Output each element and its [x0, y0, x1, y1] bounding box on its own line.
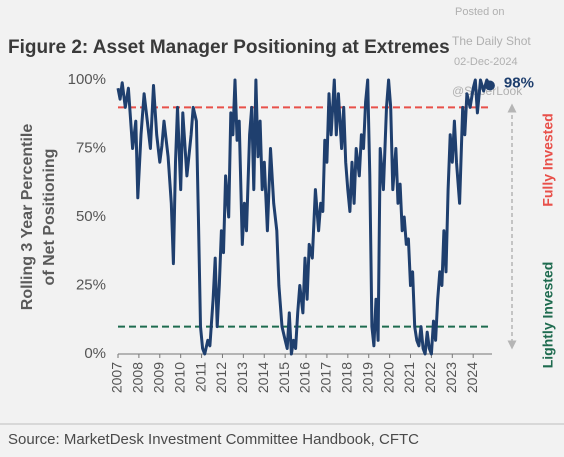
x-tick-label: 2024: [464, 362, 480, 393]
end-marker: [484, 80, 495, 91]
watermark: @SoberLook: [452, 84, 523, 98]
y-tick-label: 50%: [76, 208, 106, 225]
x-tick-label: 2018: [339, 362, 355, 393]
x-tick-label: 2010: [171, 362, 187, 393]
chart-title: Figure 2: Asset Manager Positioning at E…: [8, 37, 450, 58]
x-tick-label: 2019: [359, 362, 375, 393]
x-tick-label: 2011: [192, 362, 208, 392]
y-tick-label: 75%: [76, 139, 106, 156]
source: Source: MarketDesk Investment Committee …: [8, 431, 419, 448]
x-tick-label: 2012: [213, 362, 229, 393]
watermark: The Daily Shot: [452, 34, 531, 48]
watermark: Posted on: [455, 6, 505, 18]
y-axis-label: Rolling 3 Year Percentile: [19, 124, 36, 311]
upper-label: Fully Invested: [540, 113, 556, 206]
y-tick-label: 100%: [68, 71, 106, 88]
x-tick-label: 2021: [401, 362, 417, 393]
x-tick-label: 2008: [130, 362, 146, 393]
x-tick-label: 2022: [422, 362, 438, 393]
x-tick-label: 2020: [380, 362, 396, 393]
x-tick-label: 2007: [109, 362, 125, 393]
x-tick-label: 2015: [276, 362, 292, 393]
y-tick-label: 0%: [84, 345, 106, 362]
x-tick-label: 2017: [318, 362, 334, 393]
watermark: 02-Dec-2024: [454, 56, 518, 68]
x-tick-label: 2014: [255, 362, 271, 393]
y-axis-label: of Net Positioning: [41, 149, 58, 286]
y-tick-label: 25%: [76, 276, 106, 293]
lower-label: Lightly Invested: [540, 262, 556, 369]
x-tick-label: 2016: [297, 362, 313, 393]
x-tick-label: 2009: [150, 362, 166, 393]
x-tick-label: 2023: [443, 362, 459, 393]
end-label: 98%: [504, 74, 534, 91]
x-tick-label: 2013: [234, 362, 250, 393]
series-line: [116, 78, 492, 356]
